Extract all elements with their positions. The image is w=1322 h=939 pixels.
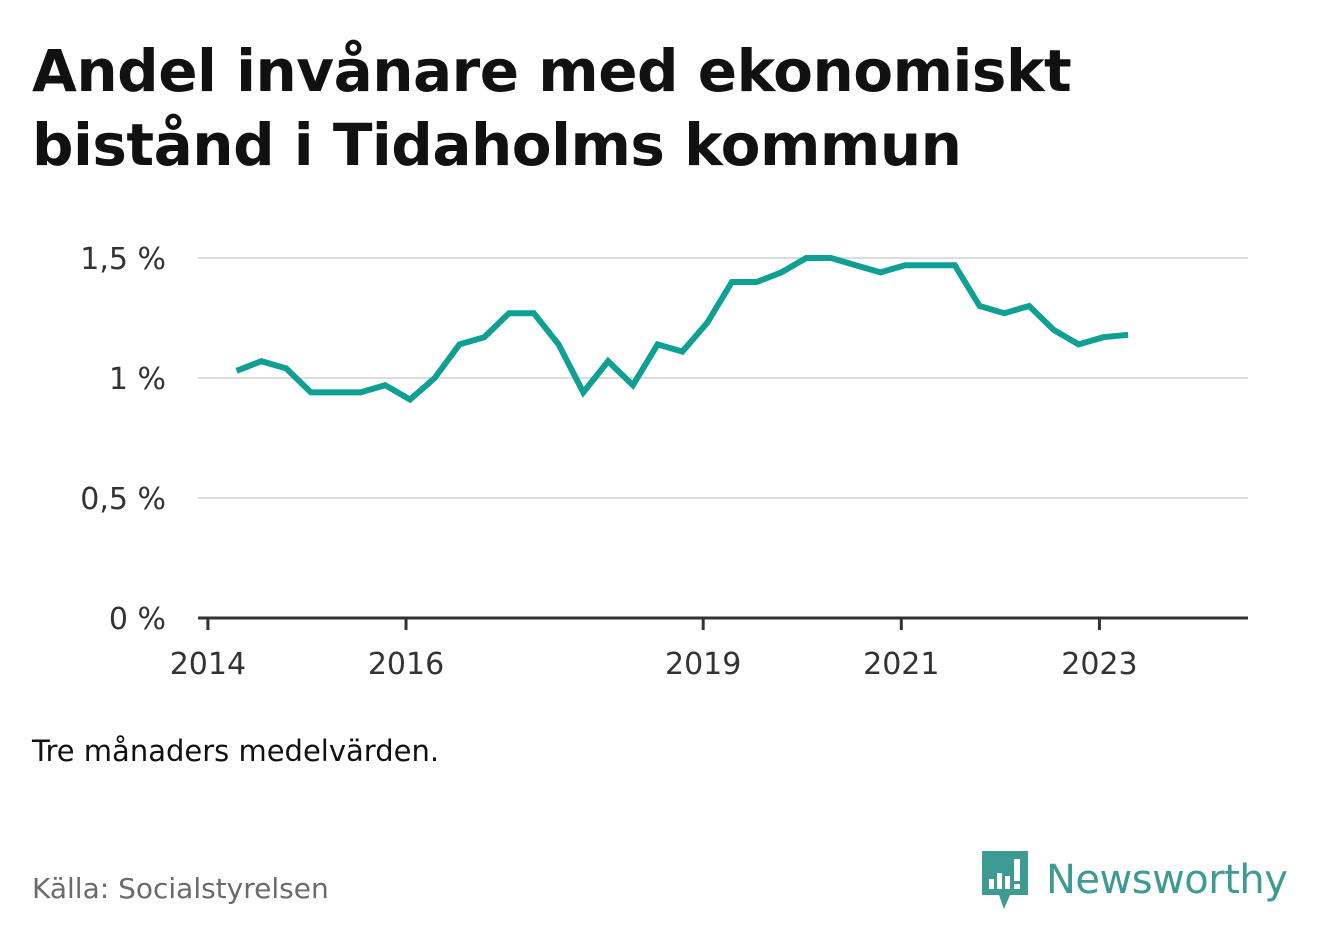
x-tick-label: 2014	[170, 647, 246, 682]
x-tick-label: 2019	[665, 647, 741, 682]
y-tick-label: 1 %	[109, 362, 166, 397]
brand-logo: Newsworthy	[980, 848, 1288, 912]
line-chart: 0 % 0,5 % 1 % 1,5 % 2014 2016 2019 2021 2023	[80, 242, 1248, 682]
x-tick-label: 2021	[863, 647, 939, 682]
source-text: Källa: Socialstyrelsen	[32, 872, 329, 905]
newsworthy-logo-icon	[982, 851, 1028, 909]
chart-note: Tre månaders medelvärden.	[32, 734, 440, 768]
y-tick-label: 0 %	[109, 602, 166, 637]
x-tick-label: 2016	[368, 647, 444, 682]
x-tick-label: 2023	[1061, 647, 1137, 682]
chart-title: Andel invånare med ekonomiskt bistånd i …	[32, 37, 1072, 179]
brand-name: Newsworthy	[1046, 857, 1288, 903]
chart-svg: 0 % 0,5 % 1 % 1,5 % 2014 2016 2019 2021 2023	[80, 242, 1248, 682]
y-tick-label: 1,5 %	[80, 242, 166, 277]
y-tick-label: 0,5 %	[80, 482, 166, 517]
